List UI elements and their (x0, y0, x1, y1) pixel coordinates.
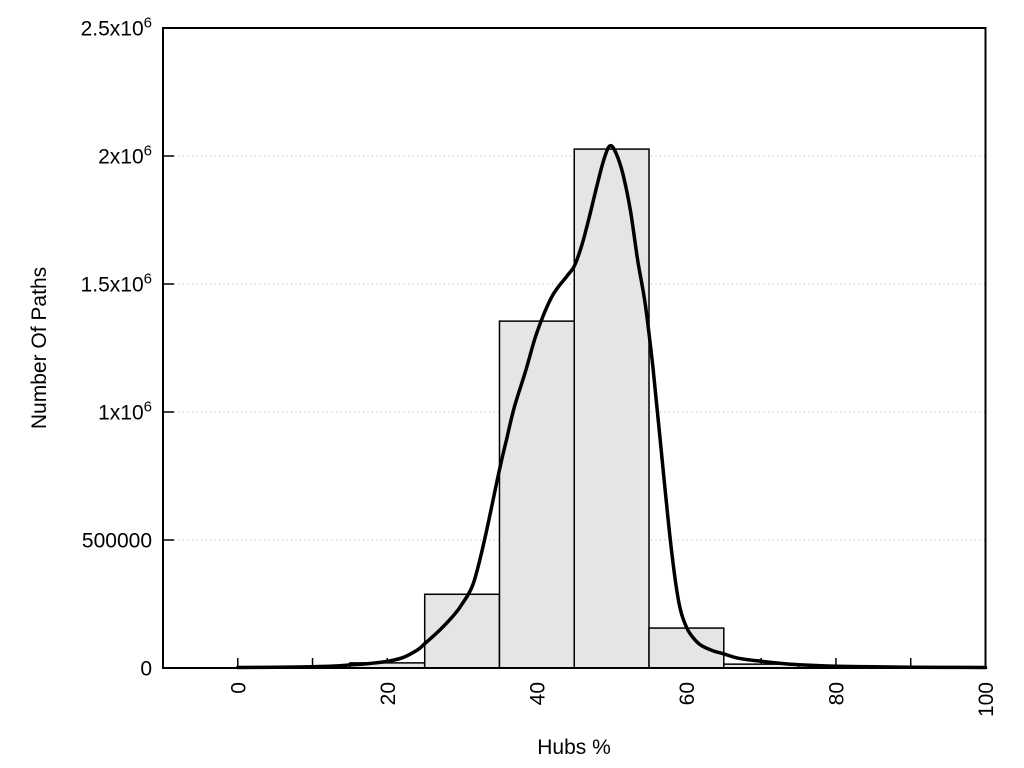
y-tick-label: 1x106 (98, 399, 152, 425)
histogram-bars (349, 148, 800, 669)
histogram-bar (573, 148, 650, 669)
x-tick-label: 20 (377, 682, 400, 705)
x-axis-title: Hubs % (537, 736, 611, 759)
x-tick-label: 60 (676, 682, 699, 705)
histogram-bar (648, 627, 725, 669)
tick-labels: 0 500000 1x106 1.5x106 2x106 2.5x106 0 20 40 60 80… (81, 15, 998, 718)
fit-curve (236, 143, 988, 670)
plot-frame (162, 27, 987, 669)
x-tick-label: 100 (975, 682, 998, 717)
histogram-bar (498, 320, 575, 669)
density-curve-path (236, 143, 988, 670)
y-tick-label: 2.5x106 (81, 15, 152, 41)
y-tick-label: 0 (140, 658, 152, 681)
y-tick-label: 500000 (82, 530, 152, 553)
y-tick-label: 2x106 (98, 143, 152, 169)
y-tick-label: 1.5x106 (81, 271, 152, 297)
x-tick-label: 40 (526, 682, 549, 705)
x-tick-label: 80 (826, 682, 849, 705)
y-axis-title: Number Of Paths (28, 267, 51, 429)
x-tick-label: 0 (227, 682, 250, 694)
